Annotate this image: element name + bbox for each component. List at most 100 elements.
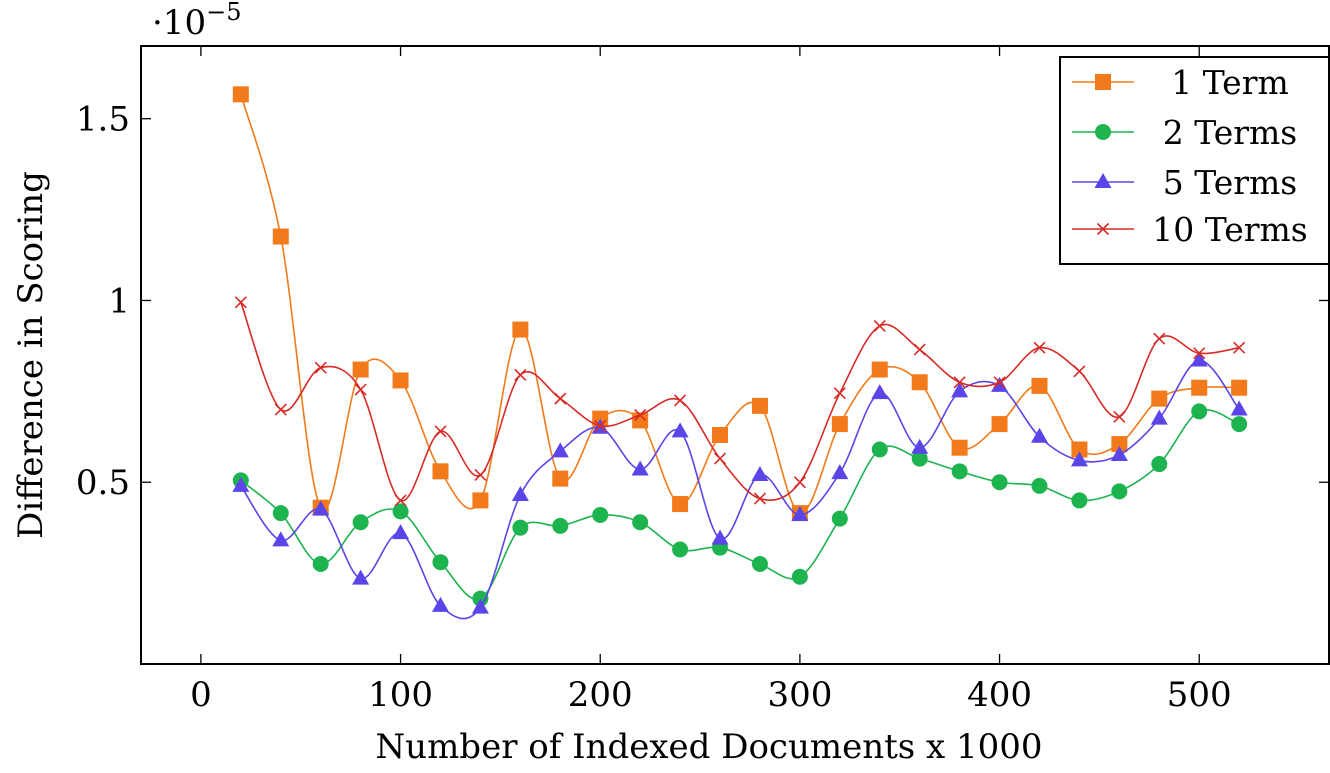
cross-stroke [354,383,367,396]
data-point-5-terms [951,382,969,398]
legend-label: 5 Terms [1163,163,1297,202]
data-point-10-terms [634,408,647,422]
axes [140,45,1330,665]
cross-stroke [1033,341,1046,354]
data-point-5-terms [1150,409,1168,425]
data-point-1-term [512,321,529,338]
cross-stroke [713,452,727,465]
data-point-10-terms [1073,365,1086,378]
cross-stroke [1233,341,1246,354]
legend-label: 2 Terms [1163,113,1297,152]
data-point-2-terms [1191,403,1208,420]
data-point-10-terms [514,368,527,382]
data-point-10-terms [713,452,727,465]
data-point-1-term [472,492,489,509]
y-multiplier-base: ·10 [152,3,206,43]
legend-swatch-marker [1095,124,1111,140]
data-point-2-terms [312,556,329,573]
data-point-10-terms [873,319,886,332]
legend-entry-2-terms: 2 Terms [1072,113,1297,152]
data-point-10-terms [793,476,806,489]
data-point-2-terms [1231,416,1248,433]
cross-stroke [594,419,607,432]
cross-stroke [1193,347,1206,360]
cross-stroke [514,368,527,382]
data-point-10-terms [314,361,327,374]
data-point-1-term [232,86,249,103]
x-tick-label: 300 [767,675,832,715]
cross-stroke [793,476,806,489]
data-point-1-term [1031,377,1048,394]
cross-stroke [913,343,926,356]
data-point-5-terms [551,442,569,458]
data-point-2-terms [472,590,489,607]
data-point-2-terms [751,556,768,573]
data-point-1-term [1231,379,1248,396]
data-point-5-terms [711,529,729,545]
data-point-1-term [871,361,888,378]
data-point-10-terms [554,392,567,405]
data-point-2-terms [512,519,529,536]
data-point-1-term [1111,436,1128,453]
data-point-2-terms [392,503,409,520]
data-point-5-terms [272,531,290,547]
cross-stroke [434,425,447,438]
data-point-5-terms [1190,351,1208,367]
x-tick-label: 400 [967,675,1032,715]
data-point-10-terms [993,376,1006,389]
cross-stroke [234,296,247,309]
cross-stroke [314,361,327,374]
data-point-2-terms [592,506,609,523]
data-point-2-terms [831,510,848,527]
data-point-5-terms [831,464,849,480]
data-point-1-term [1151,390,1168,407]
data-point-2-terms [991,474,1008,491]
cross-stroke [274,403,287,416]
data-point-10-terms [1033,341,1046,354]
data-point-5-terms [1110,445,1128,461]
data-point-10-terms [953,376,966,389]
y-axis-title: Difference in Scoring [11,171,51,539]
data-point-10-terms [474,468,487,482]
cross-stroke [474,468,487,482]
data-point-5-terms [671,422,689,438]
data-point-10-terms [1153,332,1166,345]
data-point-1-term [352,361,369,378]
data-point-5-terms [1030,427,1048,443]
data-point-2-terms [552,517,569,534]
data-point-10-terms [594,419,607,432]
data-point-2-terms [352,514,369,531]
y-tick-label: 0.5 [76,463,130,503]
series-10-terms [234,296,1246,507]
legend-entry-10-terms: 10 Terms [1072,210,1308,249]
x-tick-label: 500 [1167,675,1232,715]
data-point-2-terms [1031,477,1048,494]
legend-entry-5-terms: 5 Terms [1072,163,1297,202]
data-point-2-terms [791,568,808,585]
cross-stroke [394,494,407,507]
data-point-1-term [552,470,569,487]
legend-swatch-marker [1096,222,1110,236]
data-point-5-terms [392,524,410,540]
data-point-10-terms [1233,341,1246,354]
data-point-10-terms [833,387,846,400]
cross-stroke [634,408,647,422]
data-point-5-terms [511,485,529,501]
cross-stroke [873,319,886,332]
x-tick-label: 0 [190,675,212,715]
legend-swatch-marker [1095,74,1111,90]
cross-stroke [1113,410,1126,423]
data-point-10-terms [753,492,767,505]
data-point-1-term [672,496,689,513]
data-point-10-terms [674,394,687,407]
x-tick-label: 100 [368,675,433,715]
data-point-1-term [712,426,729,443]
data-point-2-terms [632,514,649,531]
data-point-10-terms [394,494,407,507]
series-2-terms [232,403,1248,607]
data-point-2-terms [1111,483,1128,500]
cross-stroke [554,392,567,405]
data-point-2-terms [432,554,449,571]
data-point-1-term [272,228,289,245]
data-point-2-terms [1071,492,1088,509]
